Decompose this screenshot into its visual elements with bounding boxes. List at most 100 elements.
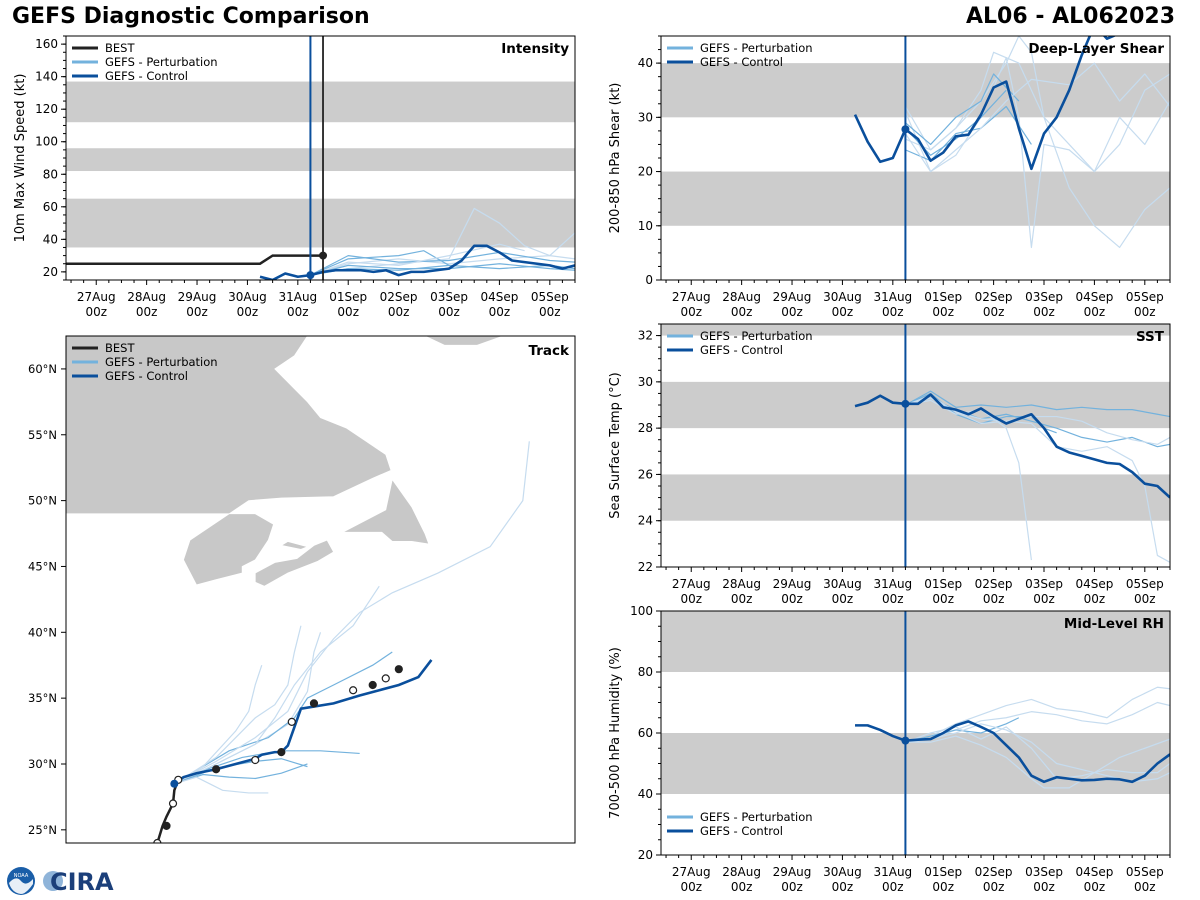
y-tick-label: 22 [638,560,653,574]
panel-frame [660,323,1171,568]
shaded-band [661,474,1170,521]
noaa-cira-logo-graphic: NOAA CIRA [7,867,114,896]
x-tick-sublabel: 00z [983,880,1005,894]
panel-frame [660,610,1171,856]
lat-tick-label: 25°N [28,823,57,837]
x-tick-sublabel: 00z [932,592,954,606]
perturbation-line-4 [905,399,1033,561]
x-tick-sublabel: 00z [1134,592,1156,606]
y-tick-label: 20 [638,165,653,179]
shaded-band [66,81,575,123]
page-title: GEFS Diagnostic Comparison [12,4,370,29]
control-line [854,393,1170,499]
x-tick-label: 27Aug [77,290,116,304]
lat-tick-label: 35°N [28,691,57,705]
x-tick-sublabel: 00z [882,305,904,319]
y-tick-label: 60 [43,200,58,214]
x-tick-label: 05Sep [531,290,569,304]
panel-rh: 2040608010027Aug00z28Aug00z29Aug00z30Aug… [608,604,1171,894]
shaded-band [661,611,1170,672]
panel-frame [65,35,576,281]
perturbation-line-2 [310,255,575,276]
perturbation-line-7 [310,243,525,276]
perturbation-track-3 [174,651,393,785]
perturbation-line-2 [905,392,1057,434]
y-tick-label: 26 [638,467,653,481]
x-tick-label: 05Sep [1126,865,1164,879]
control-marker [901,399,910,408]
series-group-shear [853,36,1170,249]
x-tick-sublabel: 00z [932,305,954,319]
x-tick-sublabel: 00z [983,305,1005,319]
perturbation-line-1 [904,36,1170,249]
perturbation-line-4 [310,264,575,276]
x-tick-label: 29Aug [773,865,812,879]
y-tick-label: 40 [638,56,653,70]
panel-title: Intensity [501,41,569,57]
legend-label: GEFS - Control [700,343,783,357]
control-track-point [381,674,390,683]
x-tick-sublabel: 00z [932,880,954,894]
shaded-band [661,63,1170,118]
x-tick-label: 28Aug [127,290,166,304]
best-track-point [174,775,183,784]
x-tick-sublabel: 00z [1033,305,1055,319]
control-track-point [211,765,221,774]
y-tick-label: 20 [43,265,58,279]
x-tick-label: 28Aug [722,865,761,879]
control-track-point [368,680,377,690]
lat-tick-label: 60°N [28,362,57,376]
x-tick-sublabel: 00z [680,880,702,894]
control-track-point [309,699,319,708]
cira-logo-text: CIRA [50,868,114,896]
best-marker [319,251,328,260]
legend-label: BEST [105,41,135,55]
panel-track: 25°N 30°N 35°N 40°N 45°N 50°N 55°N 60°N Track BES… [28,335,576,844]
y-axis-label: 200-850 hPa Shear (kt) [608,83,623,234]
y-tick-label: 24 [638,514,653,528]
series-group-rh [855,686,1170,789]
x-tick-sublabel: 00z [438,305,460,319]
perturbation-line-5 [904,89,1007,156]
x-tick-sublabel: 00z [337,305,359,319]
x-tick-sublabel: 00z [388,305,410,319]
best-track-line [156,779,180,843]
y-tick-label: 60 [638,726,653,740]
x-tick-sublabel: 00z [731,880,753,894]
panel-frame [65,335,576,844]
lat-tick-label: 45°N [28,559,57,573]
perturbation-track-6 [174,585,380,785]
control-track-line [173,659,433,785]
x-tick-sublabel: 00z [731,592,753,606]
perturbation-line-3 [905,51,1170,173]
y-axis-label: 10m Max Wind Speed (kt) [13,74,28,243]
x-tick-label: 01Sep [924,865,962,879]
x-tick-label: 27Aug [672,577,711,591]
y-tick-label: 160 [35,37,58,51]
perturbation-track-5 [174,665,263,785]
legend-label: GEFS - Control [105,69,188,83]
perturbation-line-6 [905,73,1020,146]
y-tick-label: 20 [638,848,653,862]
panel-title: SST [1136,329,1165,345]
x-tick-label: 30Aug [823,865,862,879]
y-tick-label: 80 [638,665,653,679]
perturbation-line-1 [905,686,1170,743]
perturbation-line-6 [905,397,1170,445]
legend-label: GEFS - Perturbation [105,355,218,369]
x-tick-label: 01Sep [924,290,962,304]
x-tick-label: 02Sep [975,865,1013,879]
y-tick-label: 32 [638,329,653,343]
y-tick-label: 120 [35,102,58,116]
x-tick-label: 30Aug [228,290,267,304]
control-marker [901,736,910,745]
perturbation-line-6 [310,250,450,276]
legend-label: GEFS - Perturbation [700,41,813,55]
perturbation-track-4 [174,625,302,785]
x-tick-sublabel: 00z [882,880,904,894]
x-tick-label: 31Aug [278,290,317,304]
perturbation-line-1 [905,390,1170,418]
x-tick-label: 31Aug [873,865,912,879]
x-tick-label: 29Aug [773,290,812,304]
